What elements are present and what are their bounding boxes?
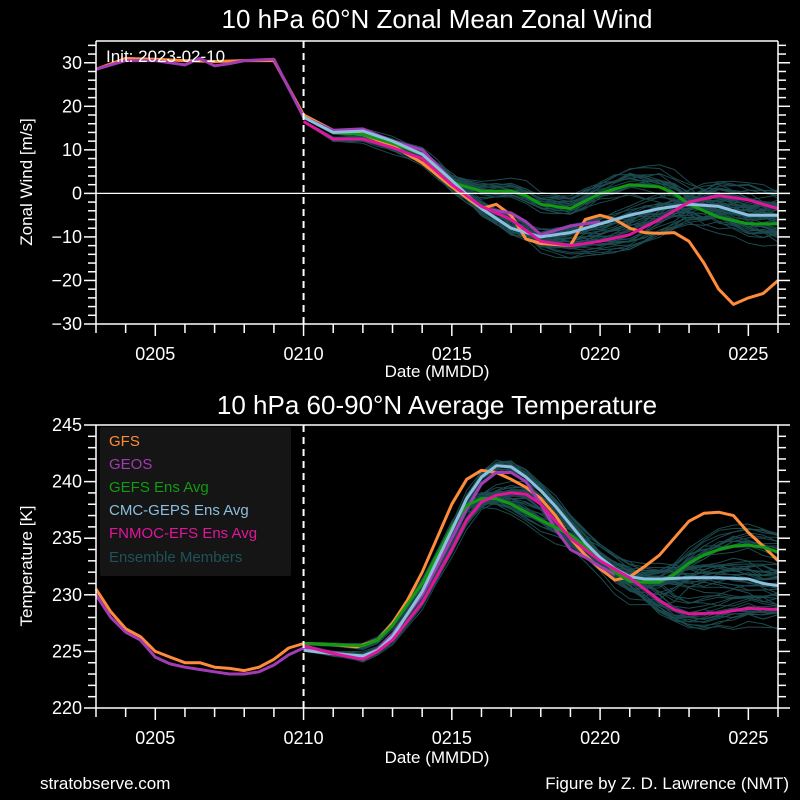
x-tick-label: 0215 [432,728,472,748]
wind-init-annotation: Init: 2023-02-10 [106,47,225,66]
ensemble-member-line [303,500,779,663]
y-tick-label: 10 [62,140,82,160]
y-tick-label: 30 [62,53,82,73]
legend-entry-cmc: CMC-GEPS Ens Avg [109,502,249,519]
temperature-panel: 10 hPa 60-90°N Average Temperature 0205 0… [17,390,790,767]
temperature-axes: 0205 0210 0215 0220 0225 245 240 235 230 225 220 [52,415,790,748]
x-tick-label: 0225 [728,344,768,364]
temperature-x-axis-label: Date (MMDD) [385,748,490,767]
y-tick-label: −30 [51,314,82,334]
wind-series [95,56,779,306]
y-tick-label: 235 [52,528,82,548]
y-tick-label: 220 [52,698,82,718]
legend-entry-members: Ensemble Members [109,549,242,566]
x-tick-label: 0210 [284,344,324,364]
legend-entry-geos: GEOS [109,456,152,473]
series-line-cmc-geps-ens-avg [303,464,779,658]
footer-credit: Figure by Z. D. Lawrence (NMT) [545,774,789,793]
series-line-geos [95,56,601,237]
x-tick-label: 0220 [580,344,620,364]
wind-panel: 10 hPa 60°N Zonal Mean Zonal Wind 0205 02… [17,4,790,381]
temperature-y-axis-label: Temperature [K] [17,506,36,627]
ensemble-member-line [303,496,779,662]
ensemble-member-line [303,499,779,647]
y-tick-label: 240 [52,472,82,492]
x-tick-label: 0205 [135,728,175,748]
ensemble-member-line [303,463,779,656]
footer-site[interactable]: stratobserve.com [40,774,170,793]
y-tick-label: 230 [52,585,82,605]
wind-x-axis-label: Date (MMDD) [385,362,490,381]
legend: GFS GEOS GEFS Ens Avg CMC-GEPS Ens Avg F… [100,427,291,576]
series-line-fnmoc-efs-ens-avg [303,491,779,661]
y-tick-label: −10 [51,227,82,247]
x-tick-label: 0210 [284,728,324,748]
wind-axes: 0205 0210 0215 0220 0225 30 20 10 0 −10 −20 −30 [51,40,790,364]
legend-entry-gefs: GEFS Ens Avg [109,479,209,496]
ensemble-member-line [303,492,779,647]
series-line-fnmoc-efs-ens-avg [302,120,779,248]
series-line-gfs [95,56,779,306]
y-tick-label: 225 [52,641,82,661]
ensemble-member-line [303,493,779,647]
wind-y-axis-label: Zonal Wind [m/s] [17,118,36,246]
x-tick-label: 0220 [580,728,620,748]
y-tick-label: 245 [52,415,82,435]
ensemble-member-line [303,116,779,211]
legend-entry-fnmoc: FNMOC-EFS Ens Avg [109,525,257,542]
x-tick-label: 0215 [432,344,472,364]
temperature-chart-title: 10 hPa 60-90°N Average Temperature [217,390,657,420]
wind-chart-title: 10 hPa 60°N Zonal Mean Zonal Wind [222,4,653,34]
ensemble-member-line [303,464,779,656]
y-tick-label: −20 [51,270,82,290]
series-line-cmc-geps-ens-avg [302,115,778,239]
ensemble-member-line [303,490,779,661]
legend-entry-gfs: GFS [109,433,140,450]
ensemble-member-line [303,506,779,650]
series-line-gefs-ens-avg [303,497,779,648]
y-tick-label: 20 [62,96,82,116]
series-line-gfs [94,468,780,673]
x-tick-label: 0225 [728,728,768,748]
legend-box [100,427,291,576]
ensemble-member-line [303,465,779,656]
y-tick-label: 0 [72,183,82,203]
ensemble-member-line [303,122,779,250]
x-tick-label: 0205 [135,344,175,364]
temperature-series [94,464,780,676]
